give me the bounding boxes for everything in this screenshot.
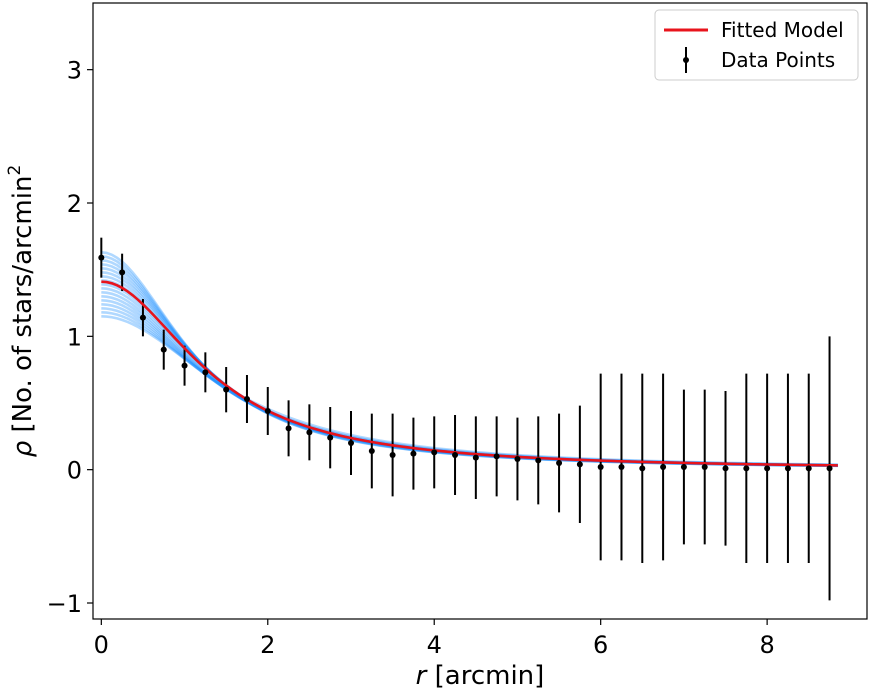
data-point bbox=[639, 465, 646, 472]
x-tick-label: 4 bbox=[427, 631, 442, 659]
data-point bbox=[722, 465, 729, 472]
data-point bbox=[368, 448, 375, 454]
y-axis-label-unit: [No. of stars/arcmin bbox=[8, 176, 38, 433]
data-point bbox=[410, 450, 417, 457]
data-point bbox=[514, 456, 521, 462]
y-axis-label: ρ [No. of stars/arcmin2 bbox=[5, 165, 38, 458]
x-tick-label: 2 bbox=[260, 631, 275, 659]
data-point bbox=[805, 465, 812, 472]
data-point bbox=[98, 254, 105, 261]
data-point bbox=[743, 465, 750, 472]
data-point bbox=[597, 464, 604, 470]
data-point bbox=[119, 269, 126, 276]
y-axis-label-variable: ρ bbox=[8, 440, 38, 457]
x-tick-label: 0 bbox=[94, 631, 109, 659]
fitted-model-layer bbox=[101, 280, 838, 467]
data-point bbox=[701, 464, 708, 470]
legend-points-label: Data Points bbox=[721, 48, 835, 72]
legend: Fitted Model Data Points bbox=[654, 9, 859, 81]
y-tick-label: 0 bbox=[67, 457, 82, 485]
data-point bbox=[348, 440, 354, 446]
plot-frame bbox=[92, 2, 868, 620]
fitted-model-curve bbox=[101, 280, 838, 467]
data-point bbox=[327, 434, 334, 441]
data-point bbox=[764, 465, 771, 472]
data-point bbox=[535, 457, 542, 464]
y-tick-label: 1 bbox=[67, 323, 82, 351]
data-point bbox=[472, 454, 479, 461]
data-point bbox=[264, 408, 271, 414]
data-point bbox=[160, 346, 167, 353]
x-axis-label-unit: [arcmin] bbox=[435, 661, 545, 690]
x-tick-label: 6 bbox=[593, 631, 608, 659]
data-point bbox=[493, 453, 500, 460]
data-point bbox=[306, 429, 313, 436]
y-tick-label: 2 bbox=[67, 190, 82, 218]
legend-points-marker bbox=[683, 57, 689, 63]
x-axis-label: r [arcmin] bbox=[416, 661, 545, 690]
y-axis-label-superscript: 2 bbox=[5, 165, 25, 176]
data-point bbox=[202, 369, 209, 376]
y-tick-label: −1 bbox=[47, 590, 82, 618]
data-point bbox=[431, 449, 438, 456]
data-point bbox=[139, 314, 146, 321]
y-axis-ticks: −1 0 1 2 3 bbox=[47, 57, 93, 618]
data-point bbox=[784, 465, 791, 472]
data-point bbox=[556, 460, 563, 466]
data-point bbox=[285, 425, 292, 432]
legend-box bbox=[654, 9, 859, 81]
data-points-layer bbox=[98, 254, 833, 472]
data-point bbox=[223, 386, 230, 393]
y-tick-label: 3 bbox=[67, 57, 82, 85]
legend-fit-label: Fitted Model bbox=[721, 18, 844, 42]
x-tick-label: 8 bbox=[759, 631, 774, 659]
data-point bbox=[660, 464, 667, 470]
x-axis-ticks: 0 2 4 6 8 bbox=[94, 619, 775, 659]
data-point bbox=[826, 465, 833, 472]
data-point bbox=[389, 452, 396, 458]
data-point bbox=[618, 464, 625, 470]
data-point bbox=[576, 461, 583, 468]
x-axis-label-variable: r bbox=[416, 661, 429, 690]
data-point bbox=[243, 396, 250, 402]
data-point bbox=[680, 464, 687, 470]
data-point bbox=[452, 452, 459, 458]
data-point bbox=[181, 362, 188, 369]
